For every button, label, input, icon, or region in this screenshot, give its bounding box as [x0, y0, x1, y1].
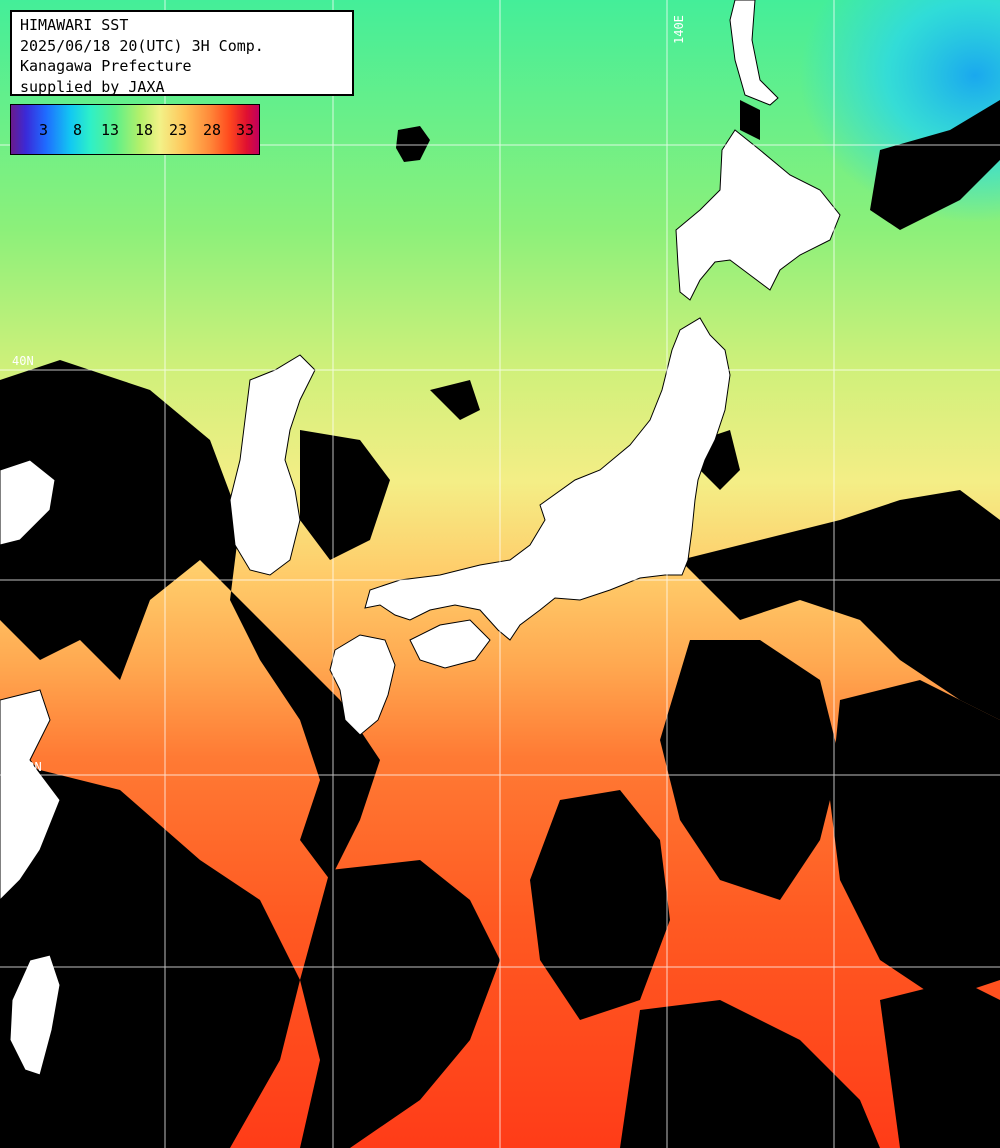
- sakhalin-island: [729, 0, 779, 106]
- cloud-mask: [0, 100, 1000, 1148]
- china-coast: [0, 459, 56, 546]
- korea-peninsula: [229, 354, 316, 576]
- label-140e: 140E: [672, 15, 686, 44]
- title-line-1: HIMAWARI SST: [20, 16, 129, 34]
- legend-tick: 3: [39, 121, 49, 139]
- taiwan-island: [9, 954, 61, 1076]
- legend-tick: 33: [236, 121, 255, 139]
- legend-tick: 28: [203, 121, 222, 139]
- shikoku-island: [409, 619, 491, 669]
- honshu-island: [364, 317, 731, 641]
- land-mass: [0, 0, 841, 1076]
- label-30n: 30N: [20, 760, 42, 774]
- kyushu-island: [329, 634, 396, 736]
- legend-tick: 8: [73, 121, 83, 139]
- label-40n: 40N: [12, 354, 34, 368]
- title-box: HIMAWARI SST 2025/06/18 20(UTC) 3H Comp.…: [10, 10, 354, 96]
- legend-tick: 23: [169, 121, 188, 139]
- legend-tick: 13: [101, 121, 120, 139]
- sst-color-legend: 3 8 13 18 23 28 33: [10, 104, 260, 155]
- title-line-2: 2025/06/18 20(UTC) 3H Comp.: [20, 36, 264, 55]
- china-coast-south: [0, 689, 61, 901]
- title-line-4: supplied by JAXA: [20, 77, 165, 96]
- title-line-3: Kanagawa Prefecture: [20, 57, 192, 75]
- hokkaido-island: [675, 129, 841, 301]
- legend-tick: 18: [135, 121, 154, 139]
